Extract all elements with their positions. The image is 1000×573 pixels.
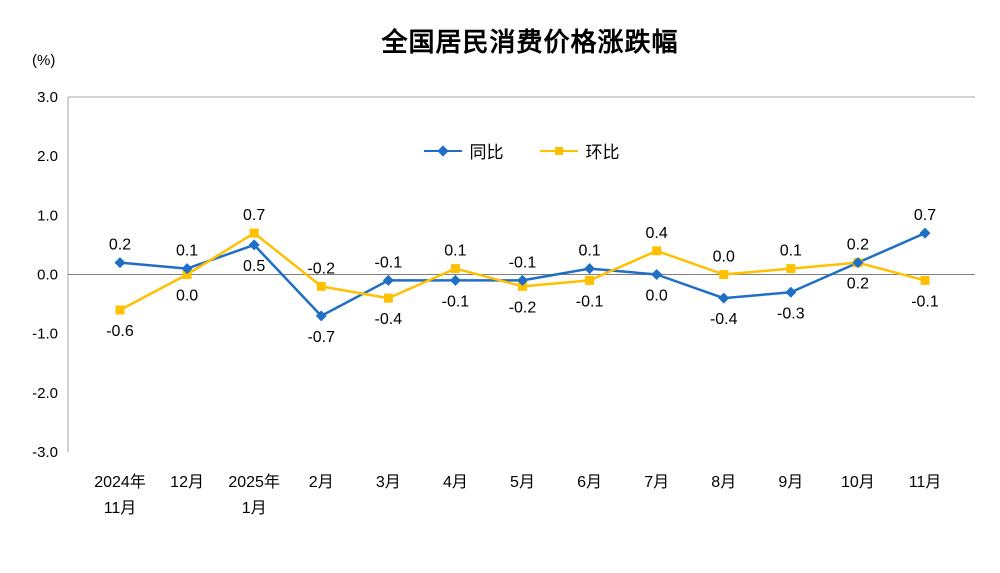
data-label: -0.1 (375, 254, 403, 271)
legend-swatch-1 (539, 144, 578, 158)
x-tick-label: 12月 (170, 474, 204, 491)
data-label: 0.1 (780, 243, 802, 260)
data-label: 0.4 (646, 225, 668, 242)
data-label: -0.7 (307, 329, 335, 346)
data-label: -0.4 (710, 311, 738, 328)
data-label: -0.3 (777, 305, 805, 322)
data-label: 0.1 (444, 243, 466, 260)
x-tick-label: 2月 (309, 474, 334, 491)
x-tick-label: 9月 (778, 474, 803, 491)
data-label: -0.6 (106, 323, 134, 340)
x-tick-label: 5月 (510, 474, 535, 491)
diamond-marker-icon (315, 310, 327, 322)
square-marker-icon (518, 281, 527, 291)
y-tick-label: 0.0 (37, 267, 58, 284)
y-tick-label: -1.0 (32, 326, 58, 343)
legend-swatch-0 (423, 144, 462, 158)
y-tick-label: 3.0 (37, 89, 58, 106)
data-label: 0.0 (176, 288, 198, 305)
data-label: 0.0 (713, 249, 735, 266)
diamond-marker-icon (919, 227, 931, 239)
data-label: 0.1 (578, 243, 600, 260)
data-label: -0.2 (307, 260, 335, 277)
diamond-marker-icon (382, 274, 394, 286)
chart-title: 全国居民消费价格涨跌幅 (381, 27, 679, 57)
y-tick-label: 1.0 (37, 207, 58, 224)
x-tick-label: 10月 (841, 474, 875, 491)
square-marker-icon (554, 146, 563, 155)
x-tick-label: 2025年 (228, 473, 280, 491)
legend-item-huanbi: 环比 (539, 138, 620, 163)
diamond-marker-icon (517, 274, 528, 286)
diamond-marker-icon (248, 239, 260, 251)
diamond-marker-icon (114, 257, 126, 269)
legend-label-tongbi: 同比 (469, 143, 504, 162)
data-label: -0.4 (375, 311, 403, 328)
diamond-marker-icon (584, 263, 596, 275)
data-label: 0.7 (914, 207, 936, 224)
square-marker-icon (182, 270, 192, 279)
square-marker-icon (450, 264, 460, 274)
x-tick-label: 6月 (577, 474, 602, 491)
data-label: -0.1 (509, 254, 537, 271)
y-tick-label: 2.0 (37, 148, 58, 165)
x-tick-label: 3月 (376, 474, 401, 491)
square-marker-icon (920, 275, 930, 285)
y-tick-label: -2.0 (32, 385, 58, 402)
data-label: 0.2 (109, 237, 131, 254)
square-marker-icon (249, 228, 259, 238)
x-tick-label: 11月 (104, 500, 137, 517)
x-tick-label: 1月 (242, 500, 267, 517)
legend-label-huanbi: 环比 (585, 143, 620, 162)
square-marker-icon (316, 281, 326, 291)
diamond-marker-icon (852, 257, 864, 269)
square-marker-icon (585, 275, 595, 285)
square-marker-icon (719, 270, 729, 279)
diamond-marker-icon (651, 269, 663, 280)
x-tick-label: 4月 (443, 474, 468, 491)
y-axis-unit-label: (%) (32, 52, 56, 69)
x-tick-label: 11月 (909, 474, 942, 491)
data-label: -0.1 (442, 293, 470, 310)
data-label: 0.5 (243, 258, 265, 275)
square-marker-icon (786, 264, 796, 274)
diamond-marker-icon (181, 263, 193, 275)
legend-item-tongbi: 同比 (423, 138, 504, 163)
x-tick-label: 7月 (644, 474, 669, 491)
data-label: 0.0 (646, 288, 668, 305)
square-marker-icon (115, 305, 125, 315)
data-label: 0.2 (847, 237, 869, 254)
diamond-marker-icon (718, 292, 730, 304)
data-label: 0.7 (243, 207, 265, 224)
x-tick-label: 2024年 (94, 473, 146, 491)
x-tick-label: 8月 (711, 474, 736, 491)
y-tick-label: -3.0 (32, 444, 58, 461)
data-label: -0.1 (576, 293, 604, 310)
data-label: 0.1 (176, 243, 198, 260)
data-label: -0.2 (509, 299, 537, 316)
data-label: 0.2 (847, 276, 869, 293)
chart-legend: 同比 环比 (68, 138, 975, 163)
square-marker-icon (383, 293, 393, 303)
data-label: -0.1 (911, 293, 939, 310)
diamond-marker-icon (785, 286, 797, 298)
diamond-marker-icon (449, 274, 461, 286)
square-marker-icon (652, 246, 662, 256)
